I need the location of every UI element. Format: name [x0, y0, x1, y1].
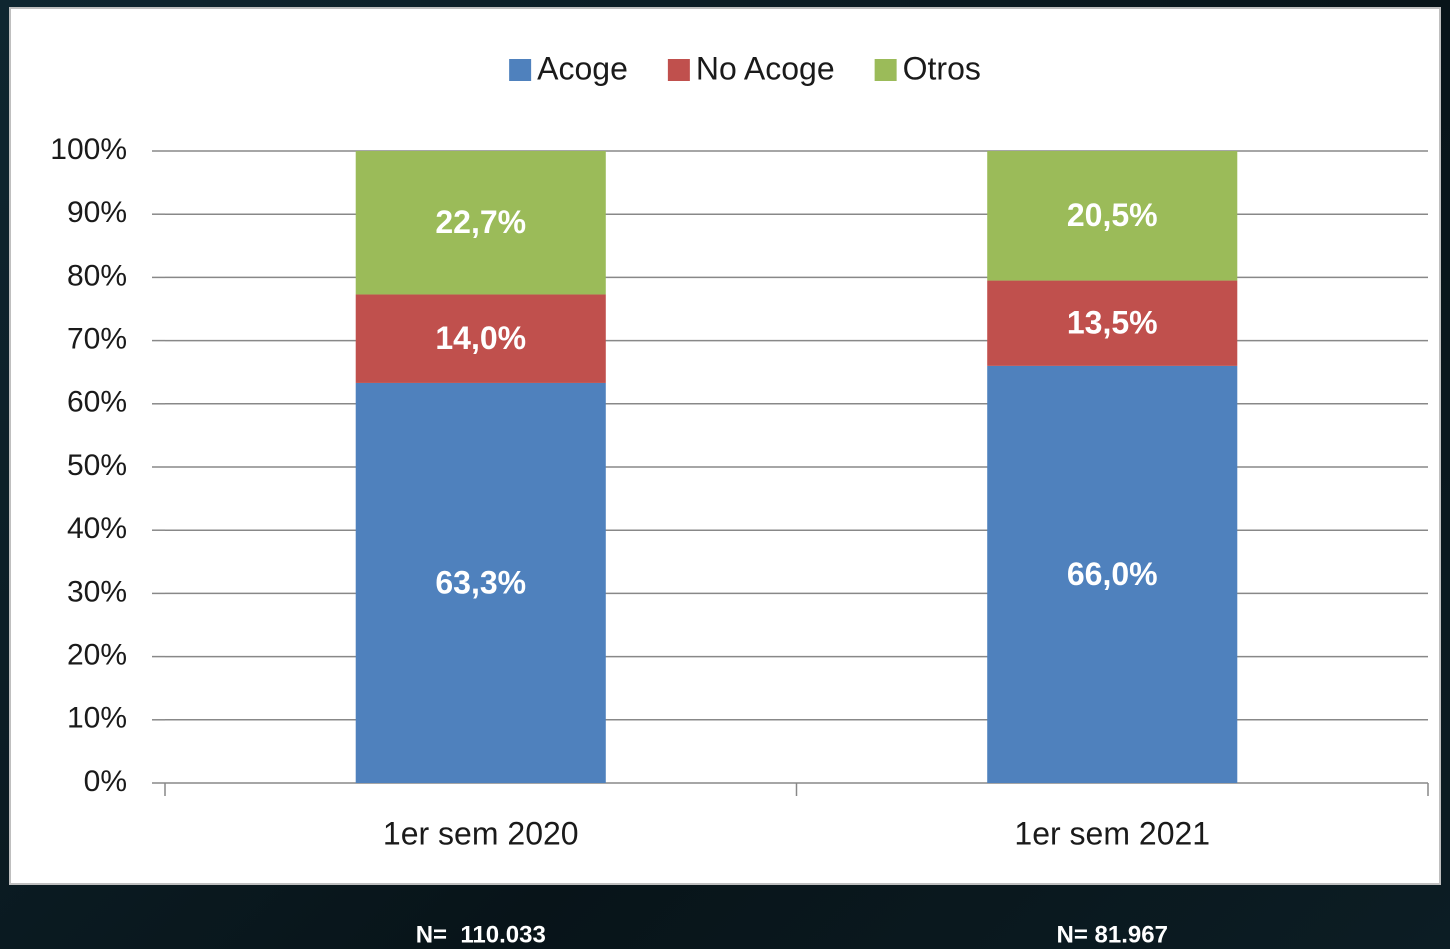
sample-size-note: N= 81.967 [1057, 921, 1168, 948]
bar-segment [987, 151, 1238, 281]
legend-label: Otros [903, 50, 981, 86]
y-tick-label: 90% [67, 196, 127, 229]
y-tick-label: 80% [67, 259, 127, 292]
legend-label: Acoge [537, 50, 628, 86]
bar-segment [987, 280, 1238, 366]
data-label: 14,0% [435, 320, 526, 356]
bar-segment [987, 365, 1238, 783]
y-tick-label: 30% [67, 575, 127, 608]
y-tick-label: 20% [67, 639, 127, 672]
data-label: 13,5% [1067, 305, 1158, 341]
y-tick-label: 100% [50, 133, 127, 166]
bar-segment [355, 382, 606, 783]
legend-swatch [667, 59, 690, 81]
y-tick-label: 60% [67, 386, 127, 419]
legend-label: No Acoge [696, 50, 835, 86]
y-tick-label: 50% [67, 449, 127, 482]
y-tick-label: 0% [84, 765, 127, 798]
sample-size-note: N= 110.033 [416, 921, 546, 948]
data-label: 22,7% [435, 204, 526, 240]
data-label: 20,5% [1067, 197, 1158, 233]
y-tick-label: 40% [67, 512, 127, 545]
legend-swatch [509, 59, 532, 81]
y-tick-label: 70% [67, 323, 127, 356]
x-tick-label: 1er sem 2021 [1014, 815, 1210, 851]
data-label: 66,0% [1067, 556, 1158, 592]
bar-segment [355, 151, 606, 295]
y-tick-label: 10% [67, 702, 127, 735]
x-tick-label: 1er sem 2020 [383, 815, 579, 851]
legend-swatch [874, 59, 897, 81]
bar-segment [355, 294, 606, 383]
data-label: 63,3% [435, 564, 526, 600]
